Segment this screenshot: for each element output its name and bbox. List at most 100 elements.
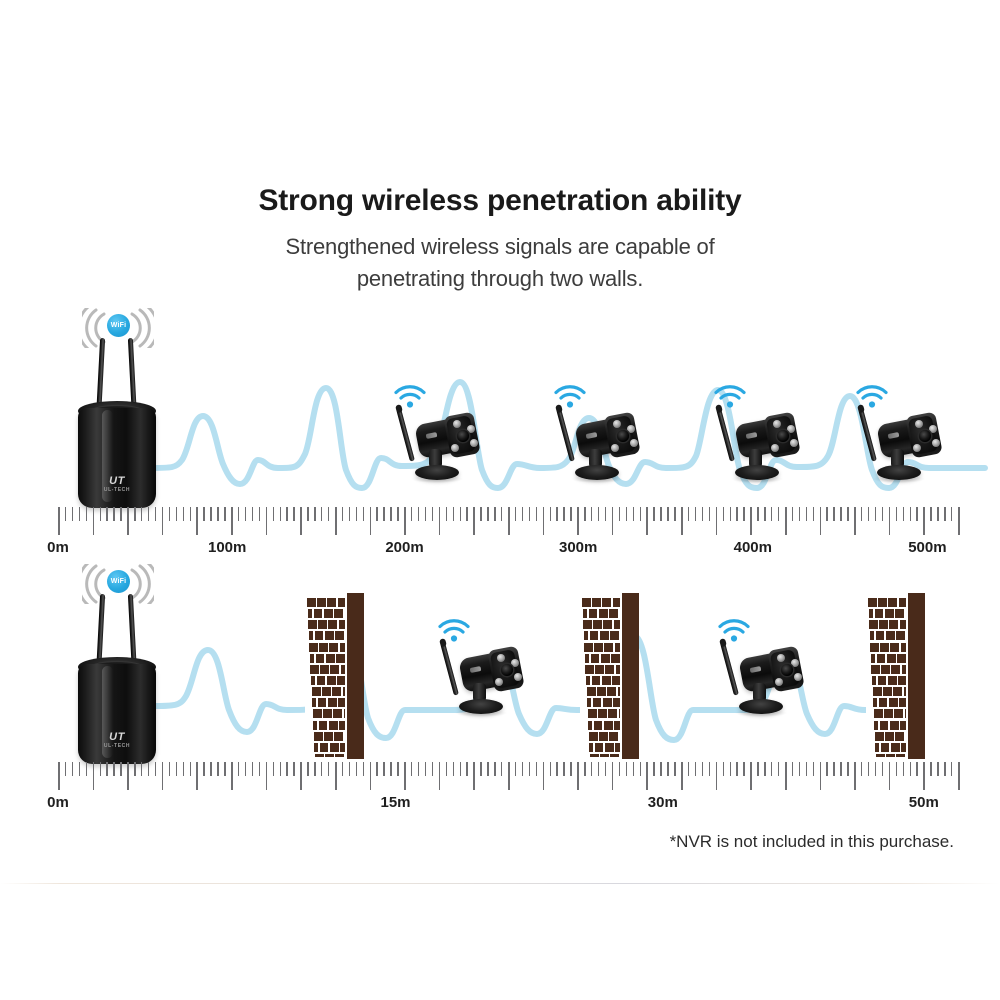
ruler-major-tick bbox=[196, 762, 199, 790]
ruler-minor-tick bbox=[874, 507, 877, 521]
camera-row1-4[interactable] bbox=[855, 383, 945, 491]
ruler-major-tick bbox=[231, 507, 233, 535]
brick bbox=[595, 665, 604, 674]
ruler-minor-tick bbox=[604, 507, 607, 521]
ruler-minor-tick bbox=[134, 762, 136, 776]
camera-ir-led bbox=[611, 444, 619, 452]
ruler-minor-tick bbox=[258, 762, 261, 776]
brick bbox=[878, 698, 888, 707]
nvr-logo-primary: UT bbox=[109, 475, 125, 487]
ruler-minor-tick bbox=[847, 762, 849, 776]
ruler-minor-tick bbox=[778, 507, 780, 521]
ruler-minor-tick bbox=[224, 507, 226, 521]
ruler-minor-tick bbox=[501, 762, 503, 776]
camera-row1-2[interactable] bbox=[553, 383, 643, 491]
brick bbox=[877, 676, 887, 685]
ruler-minor-tick bbox=[293, 507, 295, 521]
camera-row2-1[interactable] bbox=[437, 617, 527, 725]
ruler-minor-tick bbox=[418, 762, 420, 776]
ruler-major-tick bbox=[231, 762, 233, 790]
ruler-major-tick bbox=[127, 507, 129, 535]
ruler-minor-tick bbox=[279, 762, 281, 776]
brick bbox=[891, 743, 900, 752]
ruler-major-tick bbox=[92, 507, 95, 535]
ruler-minor-tick bbox=[272, 507, 274, 521]
ruler-minor-tick bbox=[591, 507, 593, 521]
brick bbox=[875, 743, 880, 752]
brick bbox=[904, 709, 906, 718]
brick bbox=[610, 631, 619, 640]
ruler-minor-tick bbox=[487, 762, 489, 776]
camera-ir-led bbox=[630, 439, 638, 447]
brick bbox=[338, 620, 345, 629]
brick bbox=[885, 609, 894, 618]
brick-wall-2 bbox=[580, 593, 642, 759]
camera-row1-3[interactable] bbox=[713, 383, 803, 491]
brick bbox=[599, 732, 608, 741]
ruler-major-tick bbox=[888, 762, 891, 790]
ruler-minor-tick bbox=[431, 762, 434, 776]
ruler-minor-tick bbox=[881, 762, 884, 776]
ruler-minor-tick bbox=[480, 507, 482, 521]
ruler-minor-tick bbox=[85, 507, 88, 521]
brick bbox=[869, 609, 874, 618]
ruler-minor-tick bbox=[764, 762, 766, 776]
ruler-minor-tick bbox=[736, 762, 738, 776]
ruler-minor-tick bbox=[203, 762, 205, 776]
brick bbox=[336, 654, 345, 663]
ruler-major-tick bbox=[854, 507, 856, 535]
ruler-minor-tick bbox=[757, 762, 759, 776]
brick bbox=[603, 620, 612, 629]
camera-ir-led bbox=[495, 678, 503, 686]
ruler-label: 100m bbox=[208, 539, 247, 556]
ruler-major-tick bbox=[681, 507, 683, 535]
brick bbox=[319, 643, 328, 652]
camera-row1-1[interactable] bbox=[393, 383, 483, 491]
brick bbox=[318, 620, 327, 629]
ruler-minor-tick bbox=[397, 507, 399, 521]
ruler-major-tick bbox=[334, 507, 337, 535]
wifi-badge-label-2: WiFi bbox=[110, 578, 127, 585]
brick bbox=[870, 631, 875, 640]
ruler-minor-tick bbox=[688, 762, 690, 776]
ruler-minor-tick bbox=[902, 507, 904, 521]
brick-wall-1 bbox=[305, 593, 367, 759]
ruler-minor-tick bbox=[272, 762, 274, 776]
ruler-minor-tick bbox=[328, 507, 330, 521]
ruler-minor-tick bbox=[168, 507, 171, 521]
ruler-minor-tick bbox=[556, 507, 558, 521]
brick bbox=[340, 665, 345, 674]
ruler-minor-tick bbox=[328, 762, 330, 776]
ruler-major-tick bbox=[611, 762, 614, 790]
ruler-major-tick bbox=[819, 762, 822, 790]
ruler-label: 200m bbox=[385, 539, 424, 556]
ruler-minor-tick bbox=[674, 762, 676, 776]
brick bbox=[612, 676, 620, 685]
ruler-label: 400m bbox=[733, 539, 772, 556]
camera-ir-led bbox=[787, 425, 795, 433]
ruler-minor-tick bbox=[840, 507, 842, 521]
ruler-major-tick bbox=[300, 762, 302, 790]
ruler-minor-tick bbox=[424, 507, 427, 521]
brick bbox=[586, 676, 591, 685]
brick bbox=[317, 698, 327, 707]
brick bbox=[310, 665, 319, 674]
ruler-minor-tick bbox=[618, 507, 621, 521]
camera-mount-neck bbox=[589, 449, 602, 468]
ruler-major-tick bbox=[404, 762, 406, 790]
ruler-minor-tick bbox=[355, 762, 358, 776]
brick bbox=[334, 732, 343, 741]
nvr-base-station[interactable]: WiFi UT UL-TECH bbox=[60, 300, 180, 515]
camera-row2-2[interactable] bbox=[717, 617, 807, 725]
camera-wifi-icon bbox=[713, 383, 747, 409]
ruler-minor-tick bbox=[549, 762, 551, 776]
ruler-minor-tick bbox=[251, 507, 254, 521]
nvr-base-station-2[interactable]: WiFi UT UL-TECH bbox=[60, 556, 180, 771]
brick bbox=[609, 732, 618, 741]
brick bbox=[337, 676, 345, 685]
ruler-major-tick bbox=[577, 762, 579, 790]
brick bbox=[587, 698, 592, 707]
brick bbox=[880, 743, 890, 752]
ruler-minor-tick bbox=[120, 507, 122, 521]
brick bbox=[896, 754, 905, 757]
